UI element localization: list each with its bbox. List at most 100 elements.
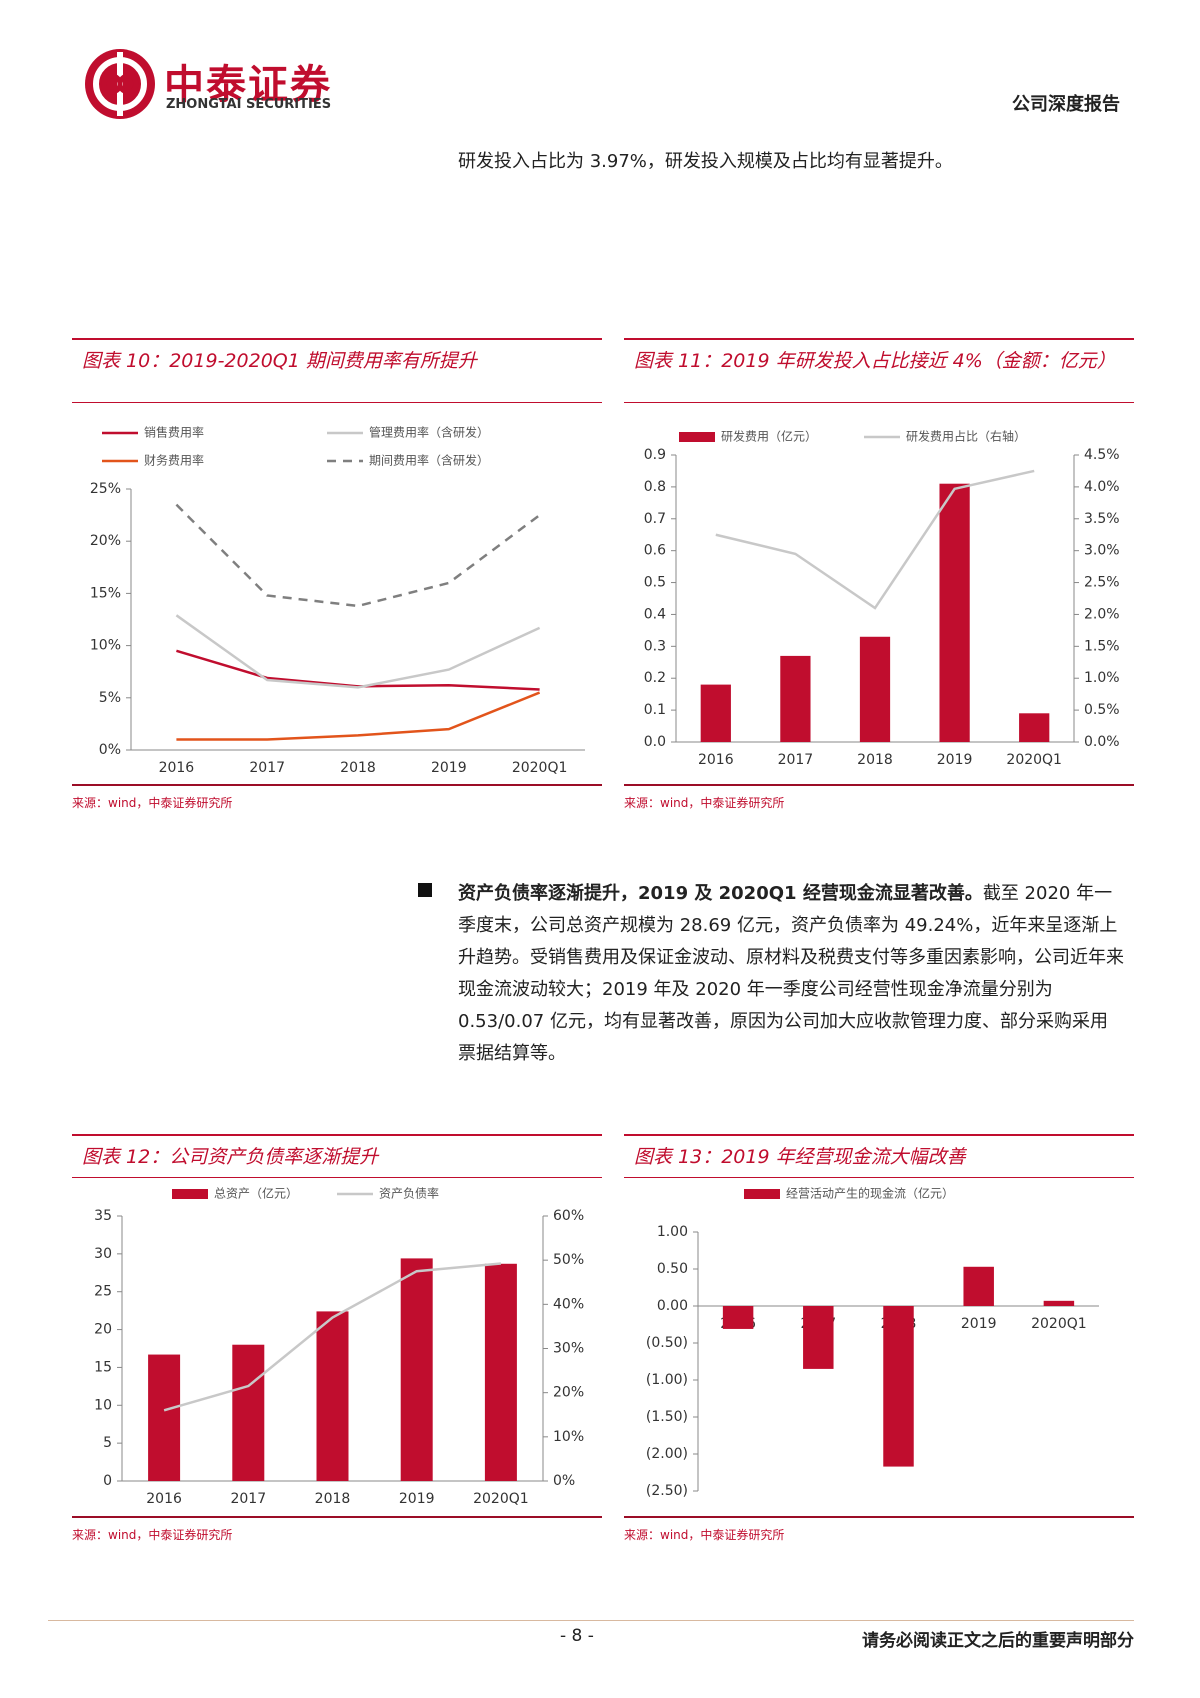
y-tick-label: 5% <box>99 690 121 706</box>
x-tick-label: 2020Q1 <box>473 1491 529 1507</box>
bar <box>1043 1300 1075 1306</box>
legend-label: 财务费用率 <box>144 453 204 468</box>
y2-tick-label: 2.5% <box>1084 575 1120 591</box>
y2-tick-label: 4.5% <box>1084 447 1120 463</box>
chart: 0% 5% 10% 15% 20% 25% 2016 2017 2018 2019 2020Q1 销售… <box>90 425 585 776</box>
y2-tick-label: 30% <box>553 1341 584 1357</box>
paragraph: 资产负债率逐渐提升，2019 及 2020Q1 经营现金流显著改善。截至 202… <box>458 878 1124 1070</box>
bar <box>700 684 731 742</box>
y-tick-label: 0% <box>99 742 121 758</box>
bar <box>963 1266 994 1306</box>
y-tick-label: 0.50 <box>657 1261 688 1277</box>
y-tick-label: 0.4 <box>644 606 666 622</box>
bar <box>148 1354 181 1481</box>
line <box>175 503 541 608</box>
x-tick-label: 2019 <box>431 760 467 776</box>
source: 来源：wind，中泰证券研究所 <box>624 1516 1134 1546</box>
y-tick-label: (2.50) <box>646 1483 688 1499</box>
y-tick-label: 10% <box>90 638 121 654</box>
bar <box>939 483 970 742</box>
source: 来源：wind，中泰证券研究所 <box>624 784 1134 814</box>
chart: (2.50) (2.00) (1.50) (1.00) (0.50) 0.00 0.50 1.… <box>646 1186 1099 1499</box>
brand-en: ZHONGTAI SECURITIES <box>166 97 332 112</box>
chart: 0 5 10 15 20 25 30 35 0% 10% 20% 30% 40% 50% 60% 2016 20… <box>94 1186 584 1508</box>
legend-label: 研发费用占比（右轴） <box>906 429 1026 444</box>
source: 来源：wind，中泰证券研究所 <box>72 1516 602 1546</box>
y-tick-label: (2.00) <box>646 1446 688 1462</box>
bar <box>780 655 811 742</box>
y2-tick-label: 3.0% <box>1084 543 1120 559</box>
legend-swatch <box>172 1189 208 1199</box>
y2-tick-label: 50% <box>553 1252 584 1268</box>
y-tick-label: 20 <box>94 1322 112 1338</box>
legend-label: 资产负债率 <box>379 1186 439 1201</box>
y-tick-label: 15 <box>94 1359 112 1375</box>
legend-label: 研发费用（亿元） <box>721 429 817 444</box>
x-tick-label: 2019 <box>961 1316 997 1332</box>
bar <box>1019 713 1050 742</box>
y-tick-label: 0.1 <box>644 702 666 718</box>
y-tick-label: 1.00 <box>657 1224 688 1240</box>
bar <box>484 1263 517 1481</box>
x-tick-label: 2020Q1 <box>1006 752 1062 768</box>
y-tick-label: 10 <box>94 1397 112 1413</box>
y-tick-label: 35 <box>94 1208 112 1224</box>
x-tick-label: 2017 <box>249 760 285 776</box>
line <box>163 1262 502 1412</box>
y-tick-label: 0.8 <box>644 479 666 495</box>
disclaimer: 请务必阅读正文之后的重要声明部分 <box>862 1631 1134 1651</box>
y2-tick-label: 1.5% <box>1084 638 1120 654</box>
chart-title: 图表 10：2019-2020Q1 期间费用率有所提升 <box>72 338 602 403</box>
y2-tick-label: 2.0% <box>1084 606 1120 622</box>
y-tick-label: 25% <box>90 481 121 497</box>
x-tick-label: 2018 <box>315 1491 351 1507</box>
y-tick-label: 0.2 <box>644 670 666 686</box>
x-tick-label: 2019 <box>937 752 973 768</box>
legend-label: 期间费用率（含研发） <box>369 453 489 468</box>
line <box>176 691 541 741</box>
legend-label: 经营活动产生的现金流（亿元） <box>786 1186 954 1201</box>
y2-tick-label: 1.0% <box>1084 670 1120 686</box>
bold-text: 资产负债率逐渐提升，2019 及 2020Q1 经营现金流显著改善。 <box>458 883 983 904</box>
y-tick-label: 0.5 <box>644 575 666 591</box>
line <box>176 649 540 691</box>
legend-swatch <box>679 432 715 442</box>
y2-tick-label: 20% <box>553 1385 584 1401</box>
y-tick-label: 15% <box>90 585 121 601</box>
bar <box>722 1306 754 1329</box>
y-tick-label: 5 <box>103 1435 112 1451</box>
y-tick-label: 0.7 <box>644 511 666 527</box>
y2-tick-label: 40% <box>553 1296 584 1312</box>
x-tick-label: 2017 <box>230 1491 266 1507</box>
chart-title: 图表 13：2019 年经营现金流大幅改善 <box>624 1134 1134 1178</box>
x-tick-label: 2017 <box>778 752 814 768</box>
x-tick-label: 2019 <box>399 1491 435 1507</box>
y-tick-label: (1.50) <box>646 1409 688 1425</box>
bullet <box>418 883 432 897</box>
y-tick-label: 0.6 <box>644 543 666 559</box>
source: 来源：wind，中泰证券研究所 <box>72 784 602 814</box>
chart-title: 图表 12：公司资产负债率逐渐提升 <box>72 1134 602 1178</box>
legend-label: 销售费用率 <box>144 425 204 440</box>
x-tick-label: 2016 <box>146 1491 182 1507</box>
y-tick-label: 0 <box>103 1473 112 1489</box>
line <box>715 469 1035 610</box>
y2-tick-label: 60% <box>553 1208 584 1224</box>
bar <box>232 1344 265 1481</box>
report-type: 公司深度报告 <box>1012 94 1120 115</box>
body-text: 截至 2020 年一季度末，公司总资产规模为 28.69 亿元，资产负债率为 4… <box>458 883 1124 1064</box>
legend-label: 管理费用率（含研发） <box>369 425 489 440</box>
y-tick-label: 0.00 <box>657 1298 688 1314</box>
footer-line <box>48 1620 1134 1621</box>
y-tick-label: 20% <box>90 533 121 549</box>
x-tick-label: 2018 <box>340 760 376 776</box>
y2-tick-label: 10% <box>553 1429 584 1445</box>
y-tick-label: (1.00) <box>646 1372 688 1388</box>
bar <box>803 1306 834 1369</box>
x-tick-label: 2016 <box>159 760 195 776</box>
y2-tick-label: 4.0% <box>1084 479 1120 495</box>
y-tick-label: 30 <box>94 1246 112 1262</box>
x-tick-label: 2020Q1 <box>1031 1316 1087 1332</box>
chart-title: 图表 11：2019 年研发投入占比接近 4%（金额：亿元） <box>624 338 1134 403</box>
